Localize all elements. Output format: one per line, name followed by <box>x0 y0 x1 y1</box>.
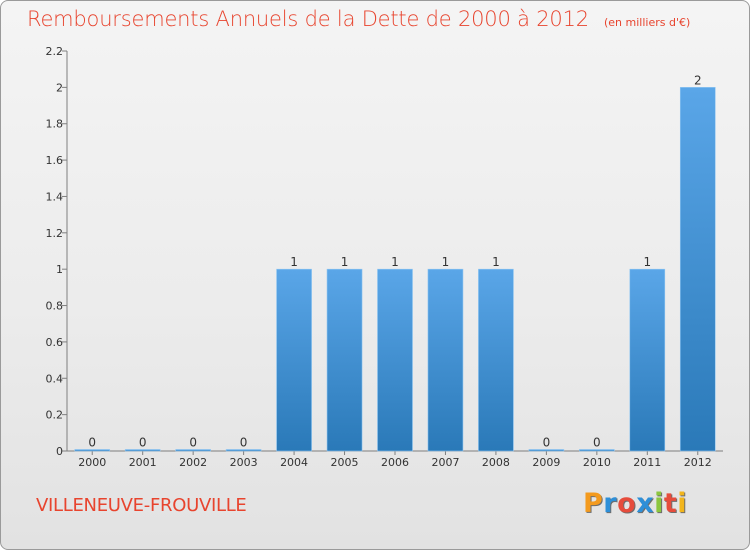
y-tick-label: 0 <box>56 445 63 458</box>
data-label-2004: 1 <box>290 255 298 269</box>
bar-2009[interactable] <box>528 449 565 452</box>
y-tick-label: 1 <box>56 263 63 276</box>
logo-letter: r <box>603 488 618 519</box>
data-label-2008: 1 <box>492 255 500 269</box>
bar-2006[interactable] <box>377 268 413 452</box>
x-tick-label: 2010 <box>583 456 611 469</box>
x-tick-label: 2009 <box>532 456 560 469</box>
chart-subtitle: (en milliers d'€) <box>604 16 691 29</box>
data-label-2001: 0 <box>139 436 147 450</box>
bar-2000[interactable] <box>74 449 111 452</box>
y-tick-label: 2 <box>56 81 63 94</box>
bar-2010[interactable] <box>579 449 615 452</box>
y-axis: 0 0.2 0.4 0.6 0.8 1 1.2 1.4 1.6 1.8 2 2.2 <box>46 45 68 458</box>
logo-letter: i <box>677 488 688 519</box>
y-tick-label: 1.6 <box>46 154 64 167</box>
data-label-2006: 1 <box>391 255 399 269</box>
data-label-2002: 0 <box>189 436 197 450</box>
data-label-2007: 1 <box>442 255 450 269</box>
x-tick-label: 2003 <box>230 456 258 469</box>
data-label-2011: 1 <box>643 255 651 269</box>
bars-group <box>74 87 716 452</box>
x-axis: 2000 2001 2002 2003 2004 2005 2006 2007 2008 2009… <box>67 450 723 469</box>
y-tick-label: 1.4 <box>46 190 64 203</box>
data-label-2012: 2 <box>694 73 702 87</box>
bar-2004[interactable] <box>276 268 312 452</box>
x-tick-label: 2012 <box>684 456 712 469</box>
y-tick-label: 0.8 <box>46 300 64 313</box>
x-tick-label: 2011 <box>633 456 661 469</box>
logo-letter: i <box>654 488 664 519</box>
x-tick-label: 2006 <box>381 456 409 469</box>
bar-2008[interactable] <box>478 268 514 452</box>
data-label-2005: 1 <box>341 255 349 269</box>
bar-2002[interactable] <box>175 449 211 452</box>
y-tick-label: 2.2 <box>46 45 64 58</box>
proxiti-logo[interactable]: Proxiti <box>583 488 687 519</box>
y-tick-label: 0.2 <box>46 409 64 422</box>
data-label-2000: 0 <box>88 436 96 450</box>
bar-2007[interactable] <box>427 268 464 452</box>
x-tick-label: 2007 <box>431 456 459 469</box>
bar-2001[interactable] <box>124 449 161 452</box>
x-tick-label: 2008 <box>482 456 510 469</box>
x-tick-label: 2001 <box>129 456 157 469</box>
data-label-2009: 0 <box>543 436 551 450</box>
logo-letter: o <box>617 488 637 519</box>
x-tick-label: 2000 <box>78 456 106 469</box>
chart-title: Remboursements Annuels de la Dette de 20… <box>27 7 589 31</box>
logo-letter: x <box>636 488 655 519</box>
data-labels-group: 0 0 0 0 1 1 1 1 1 0 0 1 2 <box>88 73 701 449</box>
y-tick-label: 1.8 <box>46 118 64 131</box>
data-label-2010: 0 <box>593 436 601 450</box>
bar-2005[interactable] <box>326 268 363 452</box>
x-tick-label: 2002 <box>179 456 207 469</box>
y-tick-label: 0.4 <box>46 372 64 385</box>
logo-letter: t <box>663 488 678 519</box>
y-tick-label: 1.2 <box>46 227 64 240</box>
bar-2012[interactable] <box>679 87 716 452</box>
x-tick-label: 2005 <box>331 456 359 469</box>
y-tick-label: 0.6 <box>46 336 64 349</box>
bar-2003[interactable] <box>225 449 262 452</box>
title-row: Remboursements Annuels de la Dette de 20… <box>27 7 690 31</box>
logo-letter: P <box>583 488 604 519</box>
commune-name: VILLENEUVE-FROUVILLE <box>36 495 247 516</box>
bar-2011[interactable] <box>629 268 666 452</box>
data-label-2003: 0 <box>240 436 248 450</box>
x-tick-label: 2004 <box>280 456 308 469</box>
